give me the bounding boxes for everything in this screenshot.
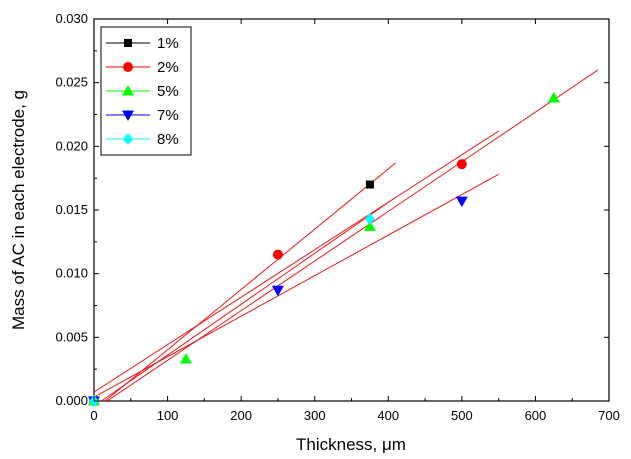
y-tick-label: 0.005	[55, 329, 88, 344]
y-tick-label: 0.010	[55, 266, 88, 281]
x-tick-label: 100	[157, 408, 179, 423]
y-tick-label: 0.020	[55, 138, 88, 153]
marker-5pct	[547, 91, 560, 103]
marker-7pct	[271, 285, 284, 297]
x-tick-label: 300	[304, 408, 326, 423]
legend-marker-1pct	[124, 39, 132, 47]
y-tick-label: 0.000	[55, 393, 88, 408]
x-tick-label: 600	[525, 408, 547, 423]
x-axis-label: Thickness, μm	[296, 435, 406, 454]
x-tick-label: 200	[230, 408, 252, 423]
x-tick-label: 400	[377, 408, 399, 423]
legend-marker-5pct	[122, 85, 134, 96]
fit-line-5pct	[106, 69, 599, 402]
y-tick-label: 0.025	[55, 75, 88, 90]
legend-label-5pct: 5%	[157, 83, 179, 100]
legend-marker-7pct	[122, 110, 134, 121]
legend-label-7pct: 7%	[157, 107, 179, 124]
marker-5pct	[363, 220, 376, 232]
legend-label-1pct: 1%	[157, 35, 179, 52]
fit-line-2pct	[93, 130, 499, 393]
fit-line-8pct	[101, 196, 396, 402]
x-tick-label: 0	[90, 408, 97, 423]
legend-marker-2pct	[123, 62, 133, 72]
legend-label-2pct: 2%	[157, 59, 179, 76]
fit-line-1pct	[104, 162, 396, 402]
marker-2pct	[272, 249, 283, 260]
legend-marker-8pct	[123, 133, 133, 145]
marker-2pct	[456, 159, 467, 170]
x-axis-ticks: 0 100 200 300 400 500 600 700	[90, 19, 620, 423]
y-tick-label: 0.030	[55, 11, 88, 26]
fit-line-7pct	[93, 173, 499, 398]
marker-1pct	[365, 180, 374, 189]
legend: 1% 2% 5% 7% 8%	[100, 26, 192, 156]
fit-lines	[93, 69, 599, 402]
legend-label-8pct: 8%	[157, 131, 179, 148]
y-axis-ticks: 0.000 0.005 0.010 0.015 0.020 0.025 0.030	[55, 11, 609, 408]
marker-8pct	[364, 212, 375, 225]
marker-7pct	[455, 196, 468, 208]
y-tick-label: 0.015	[55, 202, 88, 217]
x-tick-label: 700	[598, 408, 620, 423]
y-axis-label: Mass of AC in each electrode, g	[9, 90, 28, 330]
x-tick-label: 500	[451, 408, 473, 423]
marker-5pct	[179, 352, 192, 364]
